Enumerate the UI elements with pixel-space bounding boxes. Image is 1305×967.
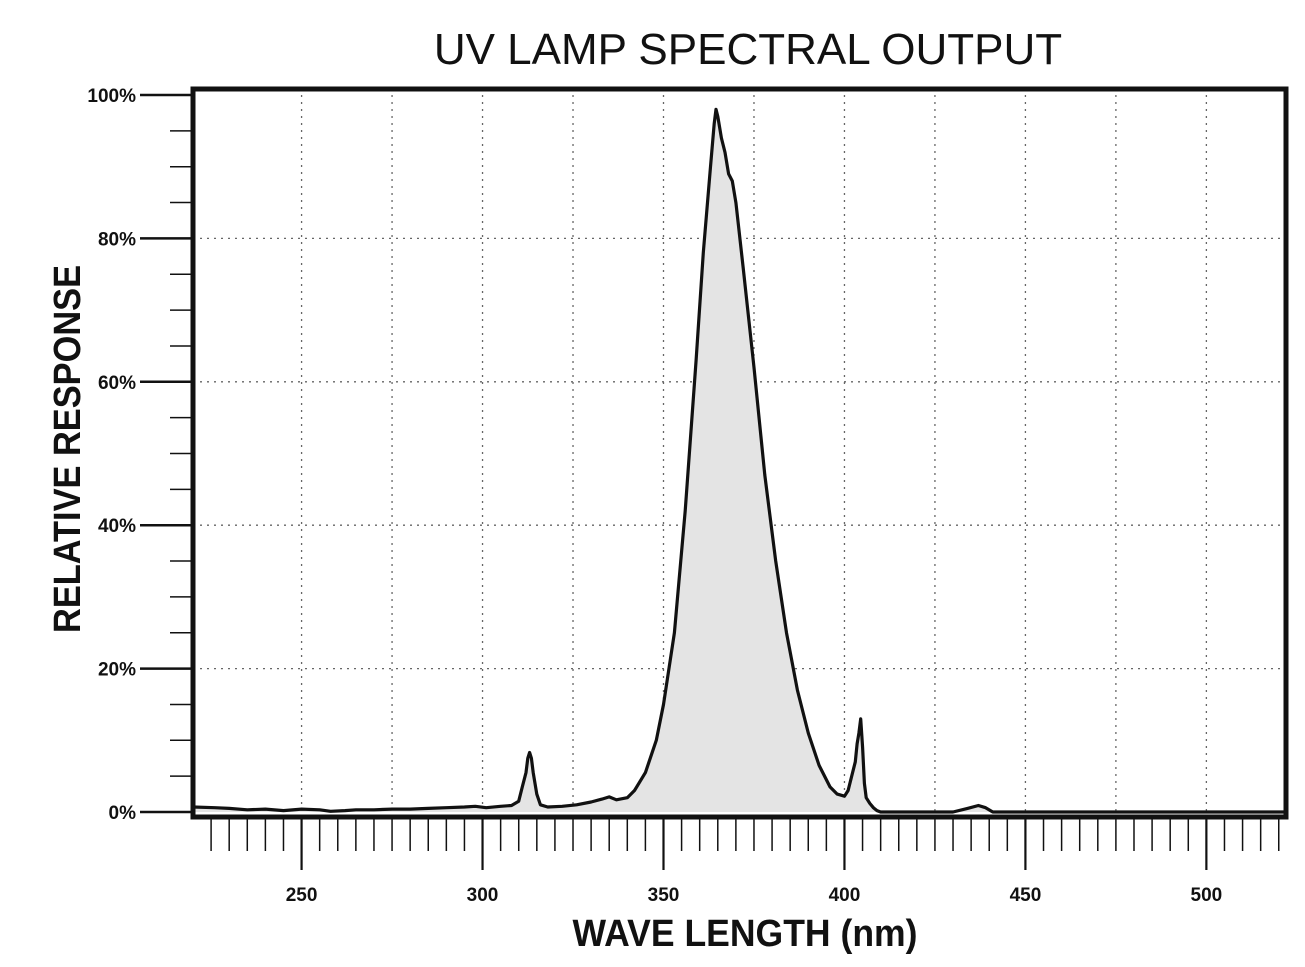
series-layer [191,107,1288,814]
chart-title: UV LAMP SPECTRAL OUTPUT [434,25,1062,74]
series-area-0 [193,109,1286,813]
x-tick-label-300: 300 [467,885,499,906]
x-tick-label-450: 450 [1010,885,1042,906]
x-axis-label: WAVE LENGTH (nm) [573,913,918,955]
y-tick-label-60: 60% [98,373,136,394]
x-tick-label-250: 250 [286,885,318,906]
y-axis-label: RELATIVE RESPONSE [47,265,89,633]
x-tick-label-500: 500 [1191,885,1223,906]
y-tick-label-100: 100% [87,86,136,107]
y-tick-label-0: 0% [109,803,137,824]
y-tick-label-20: 20% [98,660,136,681]
y-tick-label-80: 80% [98,229,136,250]
y-tick-label-40: 40% [98,516,136,537]
series-line-0 [191,107,1288,814]
x-tick-label-400: 400 [829,885,861,906]
x-tick-label-350: 350 [648,885,680,906]
ticks [140,93,1280,870]
tick-labels: 0% 20% 40% 60% 80% 100% 250 300 350 400 450 500 [87,86,1222,906]
